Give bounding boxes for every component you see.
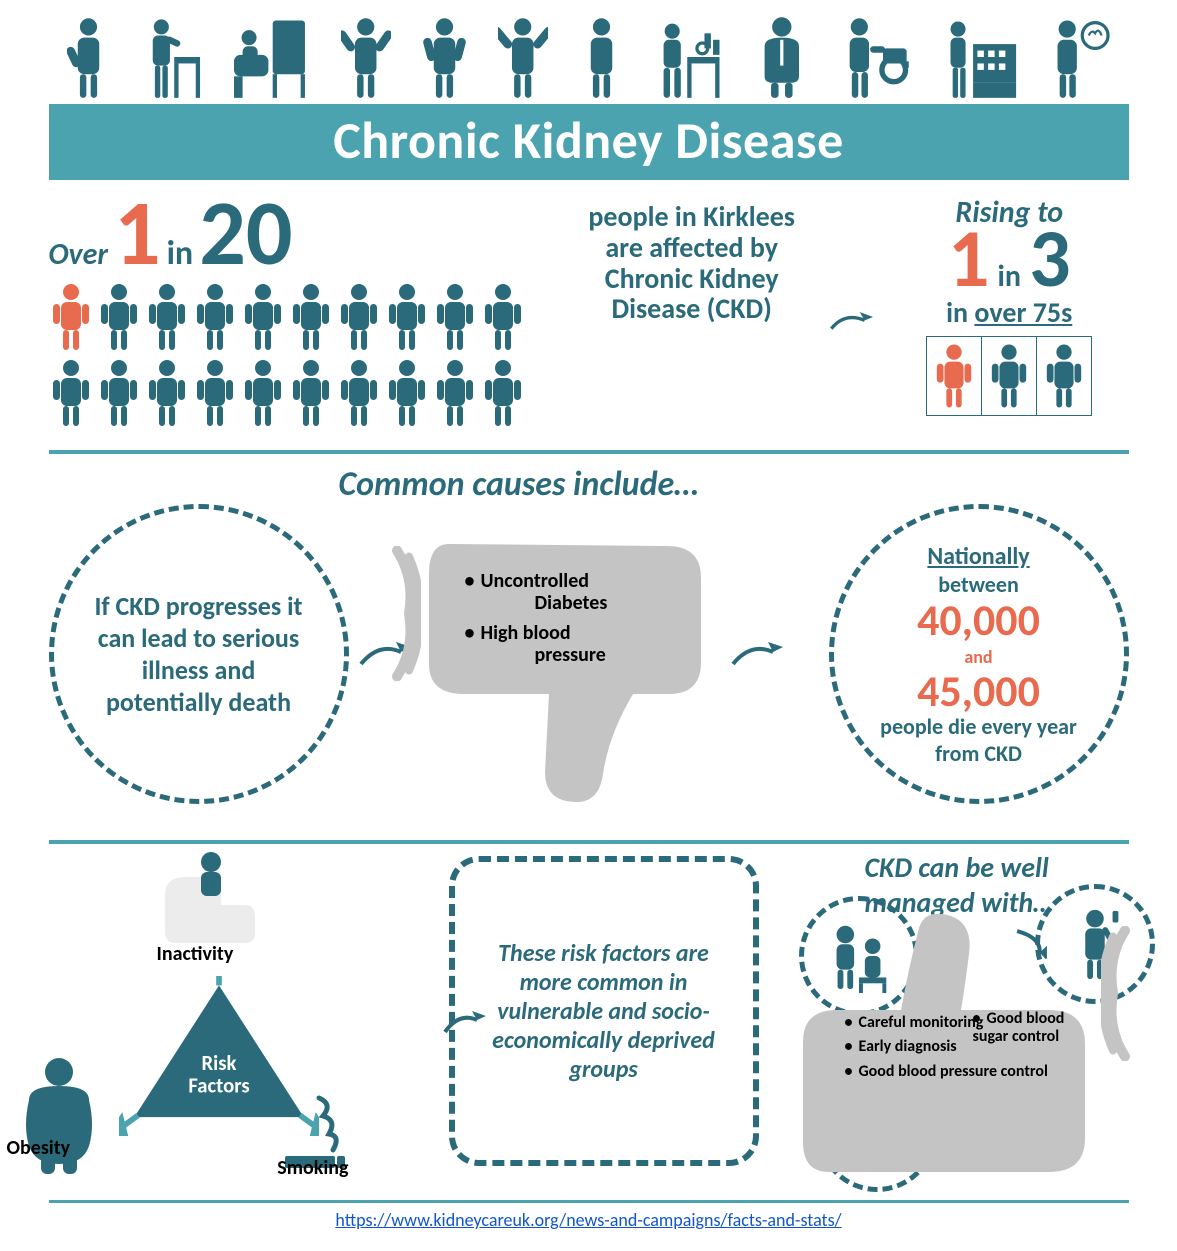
people-20-icons [49, 282, 556, 428]
person-icon [1037, 337, 1091, 415]
person-icon [193, 282, 237, 352]
person-icon [289, 282, 333, 352]
person-icon [481, 358, 525, 428]
managed-panel: CKD can be well managed with… Careful mo… [809, 856, 1129, 1186]
ratio-1-in-3: 1 in 3 [890, 225, 1129, 295]
causes-section: Common causes include… If CKD progresses… [49, 464, 1129, 824]
cause-item: UncontrolledDiabetes [465, 570, 699, 614]
thumb-up-cuff [1101, 926, 1131, 1061]
person-icon [145, 358, 189, 428]
ratio-1-in-20: Over 1 in 20 [49, 194, 556, 274]
person-icon [241, 358, 285, 428]
rise-denominator: 3 [1029, 225, 1071, 295]
risk-and-manage-section: Inactivity Obesity Smoking Risk Factors [49, 856, 1129, 1186]
source-link[interactable]: https://www.kidneycareuk.org/news-and-ca… [335, 1209, 841, 1231]
thumbs-up-shape: Careful monitoringEarly diagnosisGood bl… [789, 914, 1099, 1184]
person-icon [337, 282, 381, 352]
causes-list: UncontrolledDiabetes High bloodpressure [465, 570, 699, 674]
person-icon [49, 358, 93, 428]
risk-factors-panel: Inactivity Obesity Smoking Risk Factors [49, 856, 429, 1176]
person-icon [241, 282, 285, 352]
person-icon [385, 282, 429, 352]
person-icon [49, 282, 93, 352]
prevalence-row: Over 1 in 20 people in Kirklees are affe… [49, 194, 1129, 434]
people-3-icons [926, 336, 1092, 416]
person-icon [97, 358, 141, 428]
person-icon [433, 358, 477, 428]
over-75s: in over 75s [890, 295, 1129, 330]
managed-item: Good blood pressure control [845, 1063, 1089, 1081]
deaths-prefix: Nationally [927, 542, 1029, 571]
risk-triangle: Risk Factors [119, 976, 319, 1141]
person-icon [433, 282, 477, 352]
prevalence-body: people in Kirklees are affected by Chron… [567, 194, 816, 325]
progression-circle: If CKD progresses it can lead to serious… [49, 504, 349, 804]
deaths-circle: Nationally between 40,000 and 45,000 peo… [829, 504, 1129, 804]
separator-3 [49, 1200, 1129, 1203]
risk-obesity-label: Obesity [7, 1136, 71, 1160]
ratio-denominator: 20 [199, 194, 292, 272]
inactivity-icon [155, 840, 265, 950]
ratio-numerator: 1 [114, 194, 161, 272]
arrow-causes-right [729, 634, 789, 674]
rise-in-label: in [997, 258, 1020, 295]
risk-inactivity-label: Inactivity [157, 942, 234, 966]
person-icon [481, 282, 525, 352]
risk-box: These risk factors are more common in vu… [449, 856, 759, 1166]
person-icon [145, 282, 189, 352]
deaths-suffix: people die every year from CKD [880, 713, 1077, 767]
thumb-cuff [391, 546, 421, 681]
managed-item: Good blood sugar control [973, 1010, 1093, 1047]
managed-list: Careful monitoringEarly diagnosisGood bl… [845, 1014, 1089, 1087]
causes-heading: Common causes include… [339, 464, 699, 505]
over-label: Over [49, 236, 108, 273]
cause-item: High bloodpressure [465, 622, 699, 666]
source-line: https://www.kidneycareuk.org/news-and-ca… [49, 1209, 1129, 1231]
deaths-high: 45,000 [917, 664, 1040, 718]
separator-1 [49, 450, 1129, 454]
person-icon [289, 358, 333, 428]
title-bar: Chronic Kidney Disease [49, 104, 1129, 180]
person-icon [193, 358, 237, 428]
header-silhouettes [49, 10, 1129, 100]
thumbs-down-shape: UncontrolledDiabetes High bloodpressure [419, 534, 719, 814]
ratio-in-label: in [167, 233, 194, 274]
risk-smoking-label: Smoking [277, 1156, 348, 1180]
deaths-low: 40,000 [917, 593, 1040, 647]
person-icon [385, 358, 429, 428]
person-icon [982, 337, 1037, 415]
person-icon [97, 282, 141, 352]
arrow-rising [828, 194, 878, 340]
rise-numerator: 1 [948, 225, 990, 295]
person-icon [337, 358, 381, 428]
page-title: Chronic Kidney Disease [49, 108, 1129, 172]
svg-text:Factors: Factors [188, 1073, 249, 1099]
person-icon [927, 337, 982, 415]
